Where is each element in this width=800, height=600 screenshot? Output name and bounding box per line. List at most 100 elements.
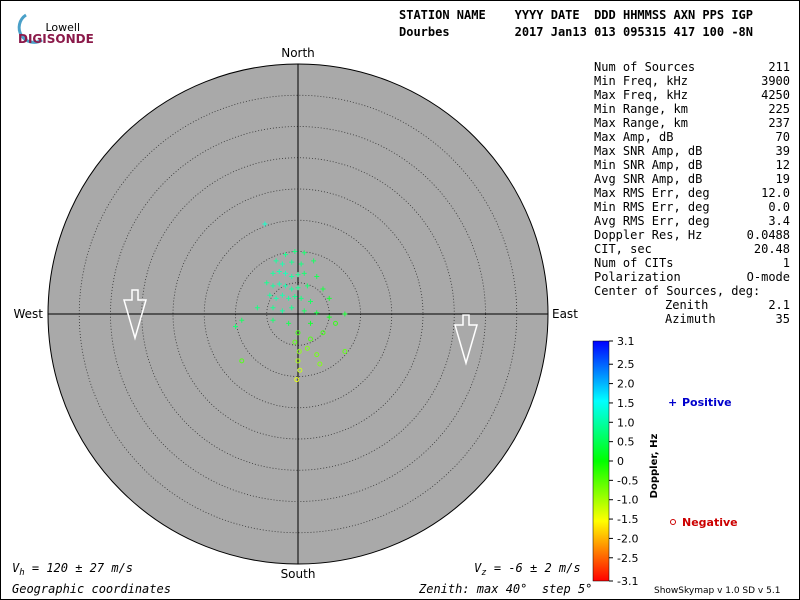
source-positive — [292, 249, 298, 254]
stat-label: Num of Sources — [594, 60, 695, 74]
source-positive — [326, 314, 332, 320]
source-positive — [264, 280, 270, 286]
source-negative — [295, 358, 301, 364]
stat-label: Max Freq, kHz — [594, 88, 688, 102]
stat-value: 0.0488 — [747, 228, 790, 242]
source-positive — [270, 270, 276, 276]
stat-value: 12.0 — [761, 186, 790, 200]
source-positive — [262, 221, 268, 227]
source-positive — [292, 294, 298, 299]
stat-value: 35 — [776, 312, 790, 326]
colorbar-tick-label: 1.5 — [617, 397, 635, 410]
stat-label: Max SNR Amp, dB — [594, 144, 702, 158]
colorbar-tick-label: 0.5 — [617, 436, 635, 449]
source-negative — [239, 358, 245, 364]
source-positive — [283, 283, 288, 289]
logo-arc — [17, 13, 43, 44]
source-positive — [320, 286, 326, 292]
source-positive — [267, 292, 273, 298]
source-positive — [326, 295, 332, 301]
source-negative — [308, 336, 313, 342]
source-positive — [295, 285, 301, 291]
source-positive — [233, 324, 238, 329]
source-positive — [279, 261, 285, 267]
drift-arrow — [454, 314, 478, 366]
sub: z — [481, 568, 486, 578]
colorbar-tick-label: -1.0 — [617, 494, 638, 507]
colorbar-tick-label: -3.1 — [617, 575, 638, 588]
source-positive — [342, 311, 348, 317]
stat-label: Min SNR Amp, dB — [594, 158, 702, 172]
source-negative — [333, 320, 338, 326]
stat-value: 211 — [768, 60, 790, 74]
colorbar-tick-label: 1.0 — [617, 416, 635, 429]
stat-label: Polarization — [594, 270, 681, 284]
sub: h — [19, 568, 24, 578]
stat-value: 2.1 — [768, 298, 790, 312]
source-positive — [279, 308, 285, 314]
source-positive — [301, 308, 307, 314]
legend-symbol — [670, 519, 676, 525]
source-negative — [292, 339, 298, 345]
source-positive — [298, 261, 304, 267]
stat-value: 12 — [776, 158, 790, 172]
stat-value: 225 — [768, 102, 790, 116]
compass-label: West — [13, 307, 43, 321]
colorbar-tick-label: -2.0 — [617, 532, 638, 545]
colorbar-tick-label: -0.5 — [617, 474, 638, 487]
compass-label: East — [552, 307, 578, 321]
stat-value: 237 — [768, 116, 790, 130]
colorbar-tick-label: -2.5 — [617, 552, 638, 565]
footer-vh: Vh = 120 ± 27 m/s — [12, 561, 133, 578]
source-positive — [270, 283, 276, 289]
header-line: Dourbes 2017 Jan13 013 095315 417 100 -8… — [399, 25, 753, 39]
stat-value: 39 — [776, 144, 790, 158]
logo-bottom: DIGISONDE — [18, 32, 94, 46]
footer-zenith: Zenith: max 40° step 5° — [418, 582, 592, 596]
source-positive — [301, 270, 307, 276]
colorbar-tick-label: 2.5 — [617, 358, 635, 371]
text: = -6 ± 2 m/s — [487, 561, 581, 575]
legend-symbol: + — [668, 396, 677, 409]
source-positive — [298, 295, 304, 301]
colorbar-tick-label: 0 — [617, 455, 624, 468]
stat-label: Doppler Res, Hz — [594, 228, 702, 242]
colorbar-tick-label: -1.5 — [617, 513, 638, 526]
stat-value: 3900 — [761, 74, 790, 88]
source-positive — [270, 317, 276, 323]
source-positive — [283, 270, 288, 276]
compass-label: North — [281, 46, 315, 60]
colorbar-label: Doppler, Hz — [649, 434, 660, 499]
source-negative — [320, 330, 326, 336]
source-positive — [276, 281, 282, 287]
source-positive — [314, 310, 320, 316]
drift-arrow — [123, 289, 147, 341]
stat-label: CIT, sec — [594, 242, 652, 256]
footer-version: ShowSkymap v 1.0 SD v 5.1 — [654, 586, 780, 596]
source-positive — [295, 272, 301, 278]
stat-value: 20.48 — [754, 242, 790, 256]
stat-value: 3.4 — [768, 214, 790, 228]
source-positive — [289, 305, 295, 311]
stat-value: 0.0 — [768, 200, 790, 214]
source-negative — [294, 377, 300, 383]
source-negative — [296, 349, 302, 354]
source-positive — [254, 305, 260, 311]
stat-label: Zenith — [665, 298, 708, 312]
source-negative — [314, 352, 320, 358]
source-positive — [289, 286, 295, 292]
logo-top: Lowell — [45, 21, 80, 34]
source-negative — [295, 330, 301, 336]
footer-coords: Geographic coordinates — [12, 582, 171, 596]
stat-value: 19 — [776, 172, 790, 186]
source-positive — [270, 305, 276, 311]
stat-label: Max Range, km — [594, 116, 688, 130]
sym: V — [12, 561, 20, 575]
source-positive — [283, 252, 288, 258]
source-negative — [304, 345, 310, 351]
source-positive — [279, 292, 285, 298]
footer-vz: Vz = -6 ± 2 m/s — [474, 561, 581, 578]
stat-value: O-mode — [747, 270, 790, 284]
source-positive — [289, 259, 295, 265]
